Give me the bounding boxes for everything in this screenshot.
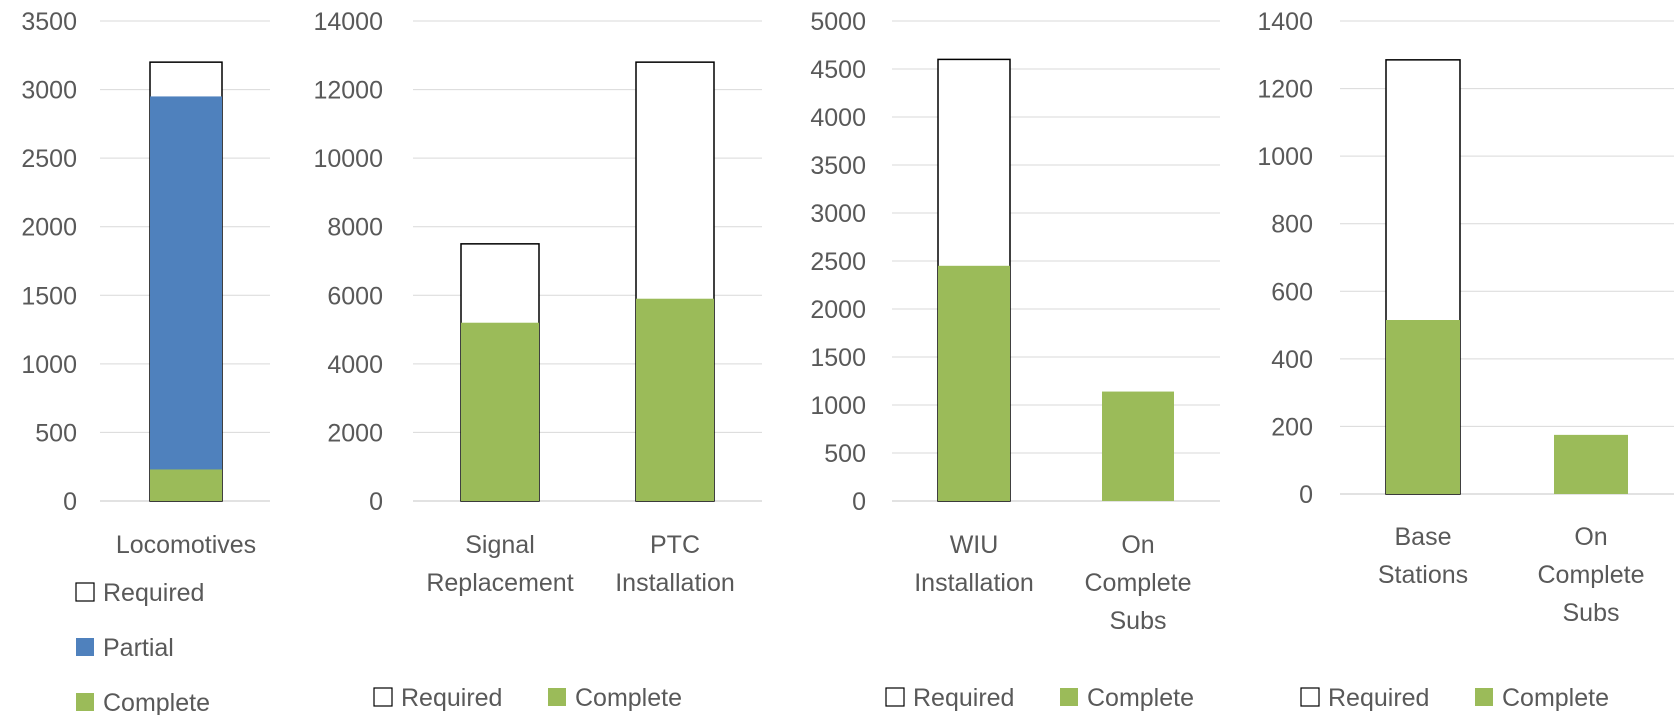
y-tick-label: 1500: [21, 282, 77, 310]
legend-swatch-complete: [1060, 688, 1078, 706]
y-tick-label: 14000: [313, 8, 383, 36]
y-tick-label: 4000: [810, 104, 866, 132]
bar-complete-ptc-installation: [636, 298, 714, 501]
legend-swatch-complete: [1475, 688, 1493, 706]
category-label: PTC Installation: [615, 531, 735, 597]
y-tick-label: 1000: [1257, 143, 1313, 171]
bar-complete-wiu-installation: [938, 265, 1010, 501]
category-label: On Complete Subs: [1085, 531, 1192, 635]
y-tick-label: 1500: [810, 344, 866, 372]
bar-complete-on-complete-subs: [1102, 391, 1174, 501]
y-tick-label: 2500: [21, 145, 77, 173]
y-tick-label: 2000: [21, 214, 77, 242]
y-tick-label: 1000: [810, 392, 866, 420]
y-tick-label: 5000: [810, 8, 866, 36]
legend-label-required: Required: [1328, 684, 1429, 712]
y-tick-label: 3000: [21, 77, 77, 105]
y-tick-label: 800: [1271, 211, 1313, 239]
category-label: Locomotives: [116, 531, 256, 559]
legend-label-required: Required: [103, 579, 204, 607]
y-tick-label: 3500: [21, 8, 77, 36]
y-tick-label: 2500: [810, 248, 866, 276]
y-tick-label: 0: [369, 488, 383, 516]
bar-complete-signal-replacement: [461, 322, 539, 501]
y-tick-label: 4000: [327, 351, 383, 379]
y-tick-label: 200: [1271, 413, 1313, 441]
bar-complete-locomotives: [150, 469, 222, 501]
legend-swatch-required: [75, 582, 95, 602]
legend-label-complete: Complete: [103, 689, 210, 715]
category-label: WIU Installation: [914, 531, 1034, 597]
legend-swatch-complete: [548, 688, 566, 706]
category-label: On Complete Subs: [1538, 523, 1645, 627]
legend-label-required: Required: [913, 684, 1014, 712]
legend-label-required: Required: [401, 684, 502, 712]
legend-label-complete: Complete: [1087, 684, 1194, 712]
legend-swatch-required: [1300, 687, 1320, 707]
y-tick-label: 600: [1271, 278, 1313, 306]
legend-label-partial: Partial: [103, 634, 174, 662]
legend-swatch-required: [885, 687, 905, 707]
y-tick-label: 0: [852, 488, 866, 516]
y-tick-label: 400: [1271, 346, 1313, 374]
y-tick-label: 500: [824, 440, 866, 468]
y-tick-label: 2000: [327, 419, 383, 447]
y-tick-label: 10000: [313, 145, 383, 173]
y-tick-label: 4500: [810, 56, 866, 84]
legend-label-complete: Complete: [575, 684, 682, 712]
y-tick-label: 3000: [810, 200, 866, 228]
legend-label-complete: Complete: [1502, 684, 1609, 712]
y-tick-label: 1200: [1257, 76, 1313, 104]
category-label: Signal Replacement: [426, 531, 573, 597]
y-tick-label: 12000: [313, 77, 383, 105]
y-tick-label: 0: [63, 488, 77, 516]
y-tick-label: 6000: [327, 282, 383, 310]
bar-complete-base-stations: [1386, 320, 1460, 494]
y-tick-label: 500: [35, 419, 77, 447]
y-tick-label: 1400: [1257, 8, 1313, 36]
y-tick-label: 3500: [810, 152, 866, 180]
y-tick-label: 2000: [810, 296, 866, 324]
y-tick-label: 1000: [21, 351, 77, 379]
y-tick-label: 8000: [327, 214, 383, 242]
legend-swatch-complete: [76, 693, 94, 711]
bar-partial-locomotives: [150, 96, 222, 501]
legend-swatch-partial: [76, 638, 94, 656]
category-label: Base Stations: [1378, 523, 1468, 589]
legend-swatch-required: [373, 687, 393, 707]
bar-complete-on-complete-subs: [1554, 434, 1628, 494]
y-tick-label: 0: [1299, 481, 1313, 509]
